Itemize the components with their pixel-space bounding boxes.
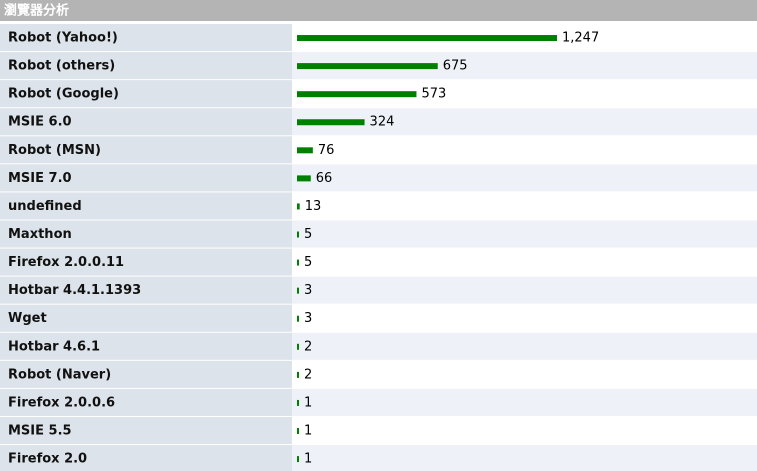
- label-cell: [0, 108, 292, 136]
- row-label: Robot (others): [8, 59, 115, 74]
- value-label: 66: [316, 171, 333, 186]
- label-cell: [0, 220, 292, 248]
- value-label: 2: [304, 339, 312, 354]
- value-label: 3: [304, 283, 312, 298]
- row-label: Maxthon: [8, 227, 72, 242]
- row-label: Robot (Naver): [8, 367, 111, 382]
- label-cell: [0, 164, 292, 192]
- value-cell: [292, 136, 757, 164]
- value-cell: [292, 388, 757, 416]
- header-bar: [0, 0, 757, 21]
- value-cell: [292, 276, 757, 304]
- row-label: Robot (MSN): [8, 143, 101, 158]
- value-label: 1: [304, 395, 312, 410]
- label-cell: [0, 276, 292, 304]
- value-label: 5: [304, 255, 312, 270]
- value-label: 675: [443, 59, 468, 74]
- label-cell: [0, 332, 292, 360]
- value-cell: [292, 220, 757, 248]
- value-cell: [292, 248, 757, 276]
- label-cell: [0, 24, 292, 52]
- bar: [297, 231, 299, 238]
- label-cell: [0, 445, 292, 471]
- value-cell: [292, 304, 757, 332]
- bar: [297, 91, 417, 98]
- bar: [297, 428, 299, 435]
- bar: [297, 119, 365, 126]
- label-cell: [0, 192, 292, 220]
- chart-title: 瀏覽器分析: [4, 3, 69, 19]
- value-label: 1: [304, 452, 312, 467]
- bar: [297, 259, 299, 266]
- row-label: MSIE 6.0: [8, 115, 72, 130]
- bar: [297, 203, 300, 210]
- value-label: 76: [318, 143, 335, 158]
- bar: [297, 63, 438, 70]
- value-label: 1: [304, 424, 312, 439]
- row-label: Wget: [8, 311, 47, 326]
- label-cell: [0, 248, 292, 276]
- value-cell: [292, 332, 757, 360]
- value-cell: [292, 416, 757, 445]
- row-label: Hotbar 4.4.1.1393: [8, 283, 141, 298]
- value-cell: [292, 360, 757, 388]
- value-label: 5: [304, 227, 312, 242]
- value-cell: [292, 108, 757, 136]
- value-label: 1,247: [562, 31, 599, 46]
- row-label: Firefox 2.0.0.11: [8, 255, 124, 270]
- label-cell: [0, 360, 292, 388]
- bar: [297, 399, 299, 406]
- row-label: Firefox 2.0: [8, 452, 87, 467]
- row-label: Robot (Google): [8, 87, 119, 102]
- row-label: MSIE 7.0: [8, 171, 72, 186]
- row-label: Firefox 2.0.0.6: [8, 395, 115, 410]
- value-label: 2: [304, 367, 312, 382]
- value-label: 573: [421, 87, 446, 102]
- bar: [297, 35, 557, 42]
- row-label: undefined: [8, 199, 82, 214]
- bar: [297, 315, 299, 322]
- value-label: 324: [370, 115, 395, 130]
- row-label: Hotbar 4.6.1: [8, 339, 100, 354]
- label-cell: [0, 388, 292, 416]
- label-cell: [0, 52, 292, 80]
- bar: [297, 343, 299, 350]
- value-cell: [292, 164, 757, 192]
- bar: [297, 287, 299, 294]
- bar: [297, 456, 299, 463]
- value-label: 3: [304, 311, 312, 326]
- bar: [297, 175, 311, 182]
- label-cell: [0, 416, 292, 445]
- value-cell: [292, 192, 757, 220]
- bar: [297, 147, 313, 154]
- label-cell: [0, 304, 292, 332]
- label-cell: [0, 136, 292, 164]
- row-label: Robot (Yahoo!): [8, 31, 118, 46]
- row-label: MSIE 5.5: [8, 424, 72, 439]
- value-cell: [292, 445, 757, 471]
- label-cell: [0, 80, 292, 108]
- bar: [297, 371, 299, 378]
- value-label: 13: [305, 199, 322, 214]
